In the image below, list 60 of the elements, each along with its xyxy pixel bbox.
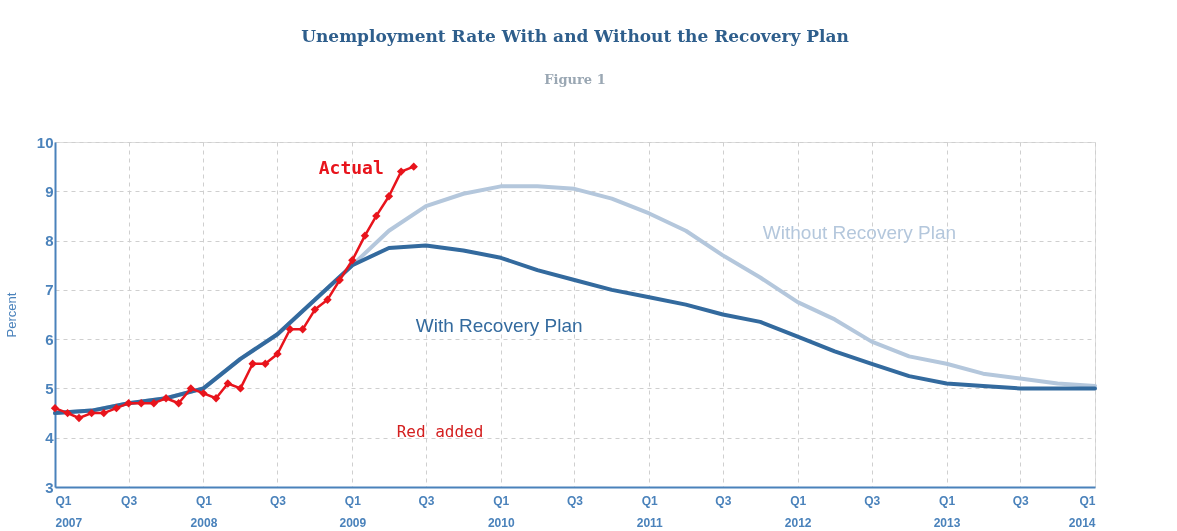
point (248, 359, 257, 368)
chart-subtitle: Figure 1 (544, 72, 606, 87)
x-tick-label: Q1 2012 (784, 493, 812, 530)
point (285, 325, 295, 334)
point (174, 399, 183, 408)
point (310, 305, 320, 314)
point (99, 408, 108, 418)
x-tick-label: Q3 (418, 493, 435, 508)
point (63, 408, 72, 418)
y-tick-label: 9 (45, 182, 54, 200)
point (372, 211, 381, 221)
x-tick-label: Q3 (864, 493, 881, 508)
series-label: Without Recovery Plan (762, 222, 957, 244)
point (149, 399, 159, 408)
y-tick-label: 5 (45, 379, 54, 397)
point (261, 359, 270, 368)
x-tick-label: Q1 2009 (339, 493, 367, 530)
chart-title: Unemployment Rate With and Without the Recovery Plan (301, 26, 849, 46)
x-tick-label: Q3 (715, 493, 732, 508)
y-tick-label: 10 (36, 133, 54, 151)
point (273, 349, 282, 359)
point (112, 403, 121, 413)
y-tick-label: 8 (45, 232, 54, 250)
annotation: Red added (396, 422, 484, 441)
point (124, 399, 133, 408)
point (335, 275, 344, 285)
x-tick-label: Q3 (1012, 493, 1029, 508)
point (409, 162, 418, 171)
x-tick-label: Q3 (566, 493, 584, 508)
point (236, 384, 245, 393)
point (298, 325, 307, 334)
x-tick-label: Q1 2014 (1068, 493, 1096, 530)
x-tick-label: Q1 2010 (487, 493, 515, 530)
point (223, 379, 233, 388)
x-tick-label: Q1 2013 (933, 493, 961, 530)
x-tick-label: Q1 2008 (190, 493, 218, 530)
point (50, 403, 60, 413)
y-tick-label: 3 (45, 478, 54, 496)
x-tick-label: Q3 (121, 493, 138, 508)
point (74, 413, 84, 423)
point (360, 231, 370, 240)
point (161, 394, 171, 403)
point (211, 394, 221, 403)
y-axis-title: Percent (3, 292, 19, 338)
point (137, 399, 146, 408)
point (396, 167, 406, 176)
x-tick-label: Q3 (269, 493, 287, 508)
y-tick-label: 7 (45, 281, 54, 299)
point (87, 408, 96, 418)
point (384, 192, 394, 201)
series-label: Actual (318, 156, 384, 178)
series-label: With Recovery Plan (415, 314, 583, 336)
x-tick-label: Q1 2011 (636, 493, 664, 530)
point (348, 256, 357, 265)
point (323, 295, 332, 304)
y-tick-label: 6 (45, 330, 54, 348)
x-tick-label: Q1 2007 (55, 493, 83, 530)
y-tick-label: 4 (45, 429, 55, 447)
point (186, 384, 196, 393)
point (199, 389, 208, 398)
